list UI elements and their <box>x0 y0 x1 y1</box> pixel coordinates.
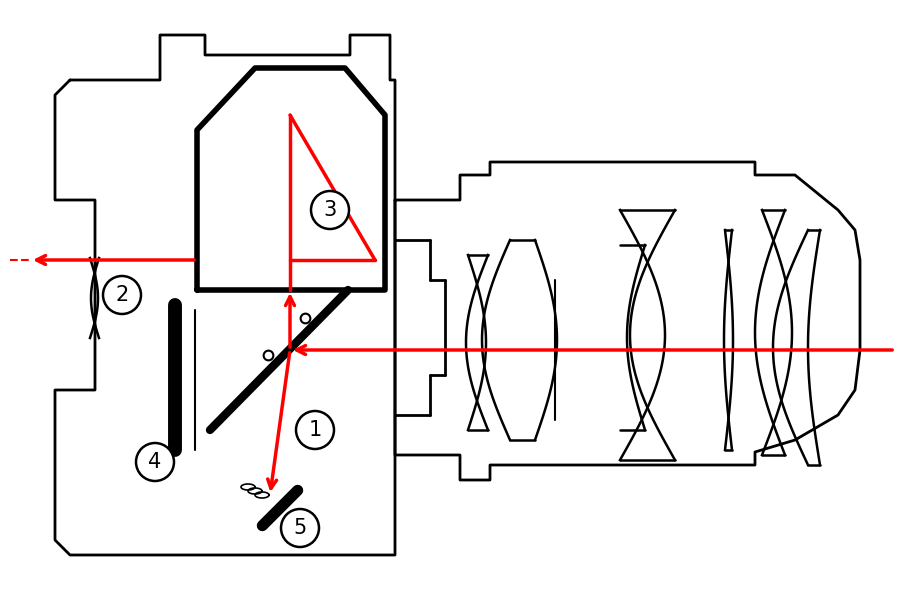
Circle shape <box>136 443 174 481</box>
Circle shape <box>296 411 334 449</box>
Circle shape <box>311 191 349 229</box>
Text: 5: 5 <box>293 518 307 538</box>
Text: 2: 2 <box>115 285 129 305</box>
Text: 4: 4 <box>148 452 162 472</box>
Circle shape <box>103 276 141 314</box>
Text: 3: 3 <box>323 200 337 220</box>
Text: 1: 1 <box>309 420 321 440</box>
Circle shape <box>281 509 319 547</box>
